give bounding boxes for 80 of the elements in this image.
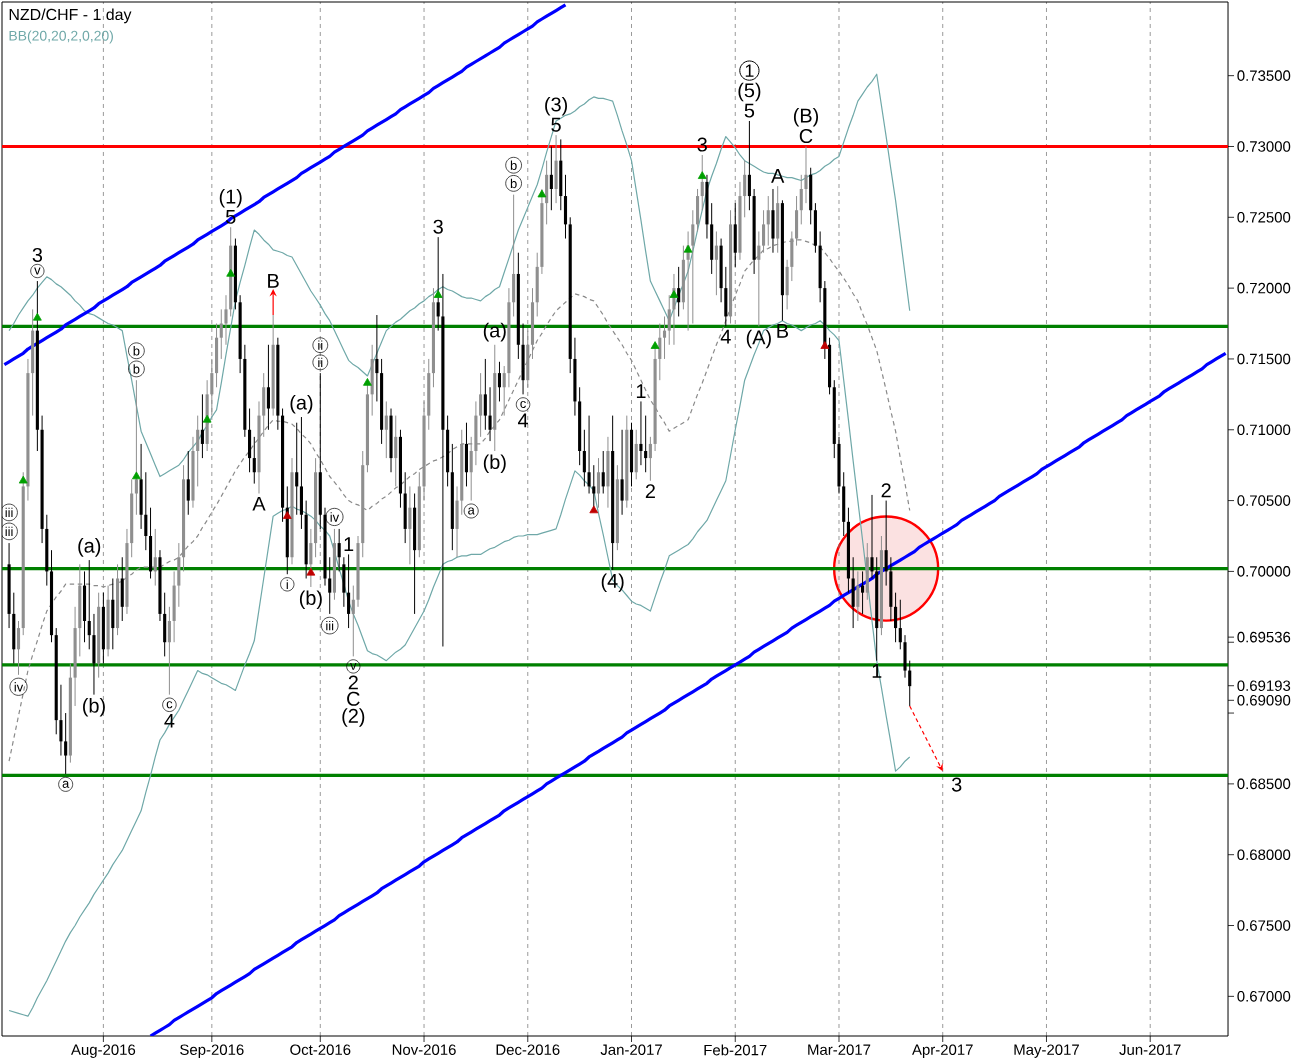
annotation: 4 [164, 713, 175, 728]
annotation: (2) [342, 708, 365, 727]
candlestick [865, 542, 869, 601]
annotation: A [252, 496, 266, 511]
candlestick [464, 422, 469, 487]
annotation: C [799, 128, 813, 144]
candlestick [549, 145, 553, 211]
candlestick [639, 400, 643, 466]
candlestick [111, 577, 115, 650]
point [363, 378, 372, 386]
candlestick [771, 188, 775, 254]
annotation: 3 [32, 247, 43, 262]
candlestick [389, 408, 393, 473]
point [650, 341, 660, 349]
annotation: (b) [483, 454, 506, 473]
annotation: 4 [720, 329, 731, 344]
candlestick [634, 429, 638, 480]
annotation: B [268, 273, 279, 288]
annotation: 2 [881, 483, 891, 498]
point [683, 244, 693, 253]
annotation: (a) [290, 395, 313, 414]
candlestick [200, 393, 204, 459]
candlestick [120, 556, 124, 622]
candlestick [497, 361, 502, 402]
annotation: 1 [872, 664, 882, 678]
candlestick [413, 493, 417, 615]
point [433, 290, 443, 298]
candlestick [554, 134, 558, 204]
point [669, 290, 679, 298]
annotation: 4 [517, 413, 529, 428]
annotation: (a) [78, 538, 101, 557]
point [306, 567, 316, 576]
annotation: (b) [83, 698, 105, 717]
candlestick [384, 400, 388, 459]
candlestick [408, 485, 412, 565]
point [132, 471, 141, 480]
point [820, 341, 830, 349]
annotation: (A) [746, 329, 771, 349]
point [226, 268, 236, 277]
candlestick [186, 450, 190, 516]
annotation: (1) [219, 188, 242, 208]
candlestick [606, 436, 610, 509]
annotation: 1 [745, 64, 754, 77]
annotation: (4) [601, 573, 624, 592]
candlestick [620, 429, 624, 516]
annotation: 2 [348, 675, 358, 690]
annotation: C [347, 691, 360, 706]
annotation: 1 [344, 537, 354, 552]
candlestick [394, 415, 398, 487]
point [697, 171, 707, 179]
point [589, 505, 599, 514]
annotation: 5 [551, 117, 561, 132]
annotation: (5) [738, 82, 761, 102]
candlestick [601, 450, 605, 495]
annotation: (a) [483, 322, 506, 342]
annotation: A [771, 169, 785, 183]
candlestick [629, 422, 634, 487]
annotation: 3 [951, 777, 962, 792]
annotation: (B) [793, 108, 819, 127]
point [202, 414, 212, 423]
candlestick [347, 553, 351, 629]
candlestick [733, 202, 737, 268]
annotation: 3 [433, 219, 443, 234]
point [32, 312, 42, 321]
annotation: B [777, 324, 789, 338]
point [537, 189, 547, 198]
candlestick [856, 570, 860, 622]
candlestick [596, 457, 601, 509]
point [18, 475, 28, 484]
candlestick [101, 592, 105, 664]
annotation: (3) [545, 96, 568, 116]
candlestick [861, 570, 865, 615]
annotation: 5 [744, 103, 755, 118]
annotation: 2 [645, 484, 655, 499]
annotation: 1 [636, 384, 646, 399]
point [282, 511, 292, 519]
candlestick [714, 230, 718, 296]
candlestick [153, 528, 157, 587]
annotation: (b) [299, 590, 322, 609]
candlestick [266, 344, 270, 431]
